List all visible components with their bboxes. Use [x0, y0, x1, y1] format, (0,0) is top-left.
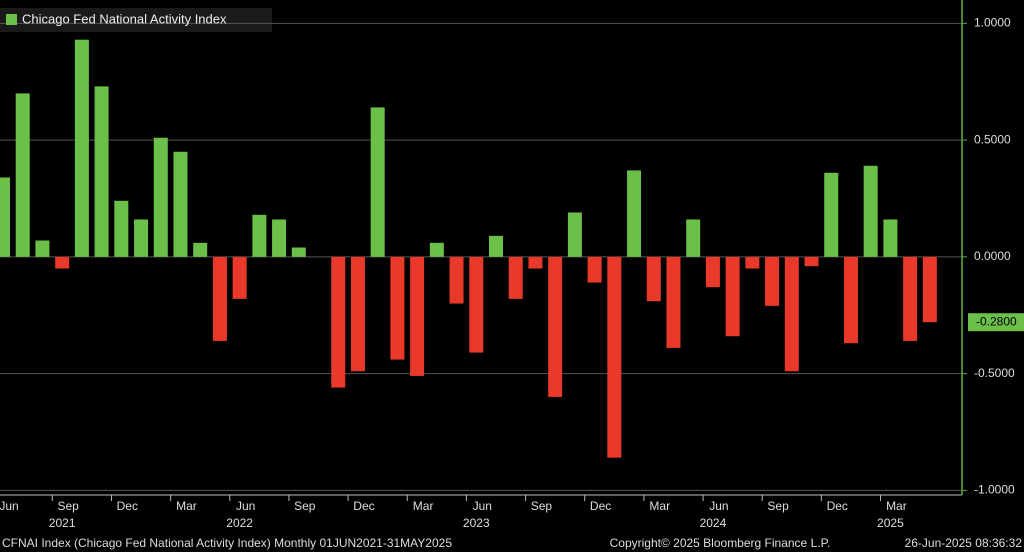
bar [252, 214, 267, 257]
bar [410, 256, 425, 376]
bar [666, 256, 681, 348]
y-tick-label: 0.0000 [974, 249, 1011, 263]
year-label: 2025 [877, 516, 904, 530]
x-tick-label: Sep [767, 499, 789, 513]
bar [331, 256, 346, 388]
bar [232, 256, 247, 299]
bar [528, 256, 543, 269]
x-tick-label: Dec [353, 499, 374, 513]
bar [193, 242, 208, 257]
year-label: 2021 [49, 516, 76, 530]
bar [429, 242, 444, 257]
bar [863, 165, 878, 257]
bar [350, 256, 365, 372]
bar [587, 256, 602, 283]
bar [804, 256, 819, 267]
x-tick-label: Jun [236, 499, 255, 513]
bar [94, 86, 109, 257]
bar [508, 256, 523, 299]
bar [15, 93, 30, 257]
year-label: 2024 [700, 516, 727, 530]
y-tick-label: -0.5000 [974, 366, 1015, 380]
bar [370, 107, 385, 257]
last-value-box [968, 313, 1024, 332]
bar [646, 256, 661, 302]
bar [173, 151, 188, 257]
year-label: 2022 [226, 516, 253, 530]
bar [489, 235, 503, 257]
bar [567, 212, 582, 257]
bar [35, 240, 50, 257]
x-tick-label: Mar [886, 499, 907, 513]
bar [272, 219, 287, 257]
bar [74, 39, 89, 257]
bar [824, 172, 839, 257]
bar [153, 137, 168, 257]
bar [784, 256, 799, 372]
bar [903, 256, 918, 341]
bar [627, 170, 642, 257]
bar [55, 256, 70, 269]
value-label: -0.2800 [976, 314, 1017, 328]
footer-right: 26-Jun-2025 08:36:32 [905, 536, 1023, 550]
year-label: 2023 [463, 516, 490, 530]
x-tick-label: Mar [649, 499, 670, 513]
x-tick-label: Dec [827, 499, 848, 513]
y-tick-label: -1.0000 [974, 483, 1015, 497]
bar [705, 256, 720, 288]
footer-left: CFNAI Index (Chicago Fed National Activi… [2, 536, 452, 550]
bar [390, 256, 405, 360]
bar [291, 247, 306, 257]
bar [843, 256, 858, 344]
bar [469, 256, 484, 353]
bar [134, 219, 149, 257]
y-tick-label: 0.5000 [974, 132, 1011, 146]
legend-label: Chicago Fed National Activity Index [22, 11, 227, 26]
x-tick-label: Sep [294, 499, 316, 513]
bar [449, 256, 464, 304]
x-tick-label: Jun [473, 499, 492, 513]
bar [725, 256, 740, 337]
y-tick-label: 1.0000 [974, 16, 1011, 30]
x-tick-label: Sep [57, 499, 79, 513]
bar [745, 256, 760, 269]
bar [212, 256, 227, 341]
x-tick-label: Sep [531, 499, 553, 513]
x-tick-label: Mar [413, 499, 434, 513]
x-tick-label: Dec [117, 499, 138, 513]
bar [686, 219, 701, 257]
x-tick-label: Jun [0, 499, 19, 513]
legend-swatch [6, 14, 17, 25]
bar [922, 256, 937, 323]
legend-box [0, 8, 272, 32]
x-tick-label: Dec [590, 499, 611, 513]
bar [765, 256, 780, 306]
x-tick-label: Jun [709, 499, 728, 513]
bar [883, 219, 898, 257]
x-tick-label: Mar [176, 499, 197, 513]
bar [114, 200, 129, 257]
bar [548, 256, 563, 397]
footer-center: Copyright© 2025 Bloomberg Finance L.P. [610, 536, 831, 550]
bar [607, 256, 622, 458]
bar [0, 177, 10, 257]
